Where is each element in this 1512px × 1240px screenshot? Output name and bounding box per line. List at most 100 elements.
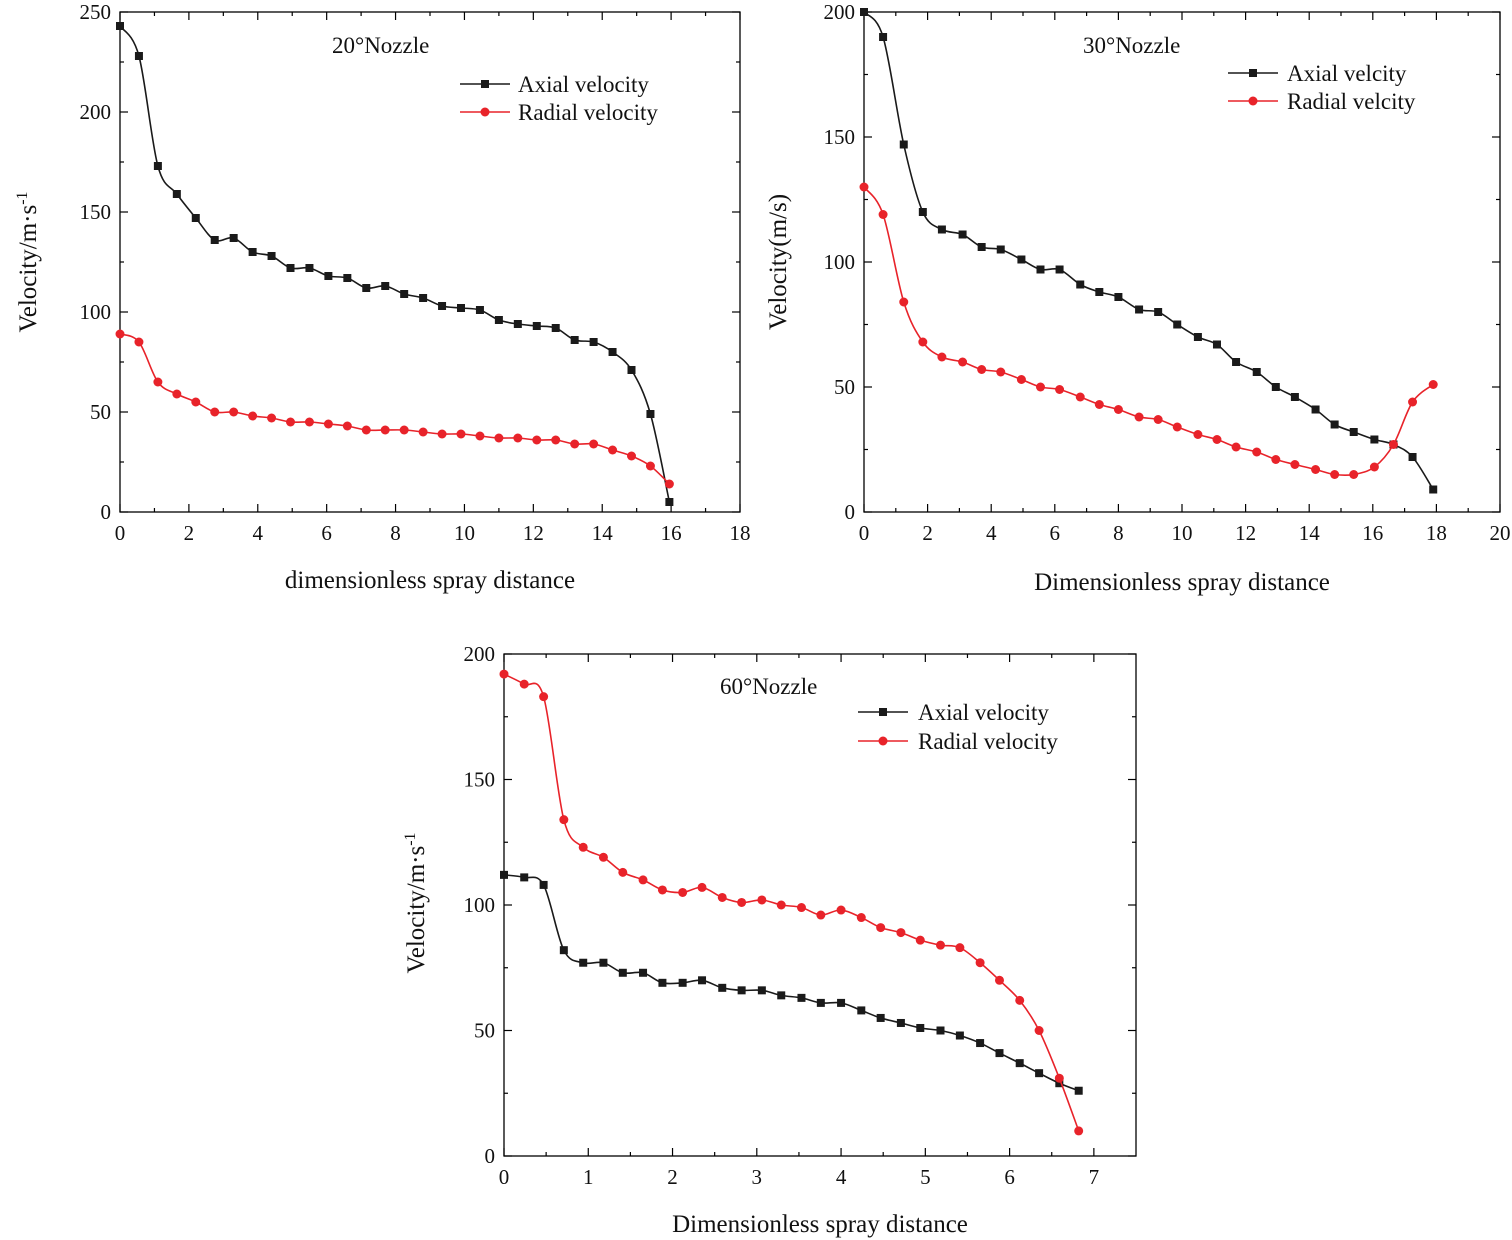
data-point-radial	[570, 439, 580, 449]
data-point-axial	[976, 1039, 985, 1048]
data-point-radial	[1231, 442, 1241, 452]
data-point-axial	[1076, 280, 1085, 289]
x-axis-title: dimensionless spray distance	[285, 567, 575, 594]
data-point-axial	[627, 366, 636, 374]
data-point-axial	[936, 1026, 945, 1035]
y-tick-label: 100	[464, 893, 496, 917]
data-point-radial	[286, 417, 295, 427]
data-point-axial	[937, 225, 946, 234]
data-point-axial	[1015, 1059, 1024, 1068]
data-point-axial	[286, 264, 295, 272]
data-point-axial	[559, 946, 568, 955]
y-axis-title-sup: -1	[402, 832, 419, 845]
data-point-axial	[665, 498, 674, 506]
x-tick-label: 6	[321, 521, 332, 545]
data-point-axial	[134, 52, 143, 60]
legend: Axial velcity Radial velcity	[1228, 61, 1416, 114]
x-tick-label: 6	[1004, 1165, 1015, 1189]
data-point-axial	[457, 304, 465, 312]
data-point-axial	[1055, 1079, 1064, 1088]
data-point-radial	[657, 885, 667, 895]
data-point-axial	[532, 322, 541, 330]
data-point-axial	[419, 294, 428, 302]
data-point-radial	[267, 413, 277, 423]
data-point-axial	[816, 998, 825, 1007]
y-tick-label: 150	[464, 768, 496, 792]
y-tick-label: 150	[80, 200, 112, 224]
data-point-axial	[916, 1023, 925, 1032]
y-tick-label: 150	[824, 125, 856, 149]
data-point-axial	[718, 983, 727, 992]
x-tick-label: 4	[986, 521, 997, 545]
y-tick-label: 200	[824, 0, 856, 24]
data-point-axial	[500, 870, 508, 879]
data-point-radial	[1015, 995, 1025, 1005]
data-point-axial	[658, 978, 667, 987]
x-tick-label: 12	[1235, 521, 1256, 545]
data-point-axial	[229, 234, 238, 242]
x-tick-label: 7	[1089, 1165, 1100, 1189]
data-point-axial	[995, 1049, 1004, 1058]
data-point-axial	[646, 410, 655, 418]
data-point-axial	[1036, 265, 1045, 274]
data-point-axial	[977, 243, 986, 251]
y-axis-title: Velocity/m·s-1	[14, 191, 42, 332]
x-tick-label: 8	[1113, 521, 1124, 545]
data-point-radial	[1408, 397, 1418, 407]
x-tick-label: 3	[752, 1165, 763, 1189]
data-point-axial	[1311, 405, 1320, 414]
data-point-radial	[437, 429, 447, 439]
data-point-axial	[876, 1013, 885, 1022]
y-tick-label: 0	[485, 1144, 496, 1168]
data-point-axial	[698, 976, 707, 985]
data-point-radial	[994, 975, 1004, 985]
y-axis-title: Velocity/m·s-1	[402, 832, 430, 973]
data-point-radial	[172, 389, 182, 399]
data-point-radial	[796, 903, 806, 913]
data-point-axial	[618, 968, 627, 977]
y-axis-title: Velocity(m/s)	[765, 194, 792, 330]
data-point-radial	[1330, 470, 1340, 479]
data-point-axial	[172, 190, 181, 198]
x-tick-label: 4	[253, 521, 264, 545]
series-line-axial	[503, 874, 1079, 1092]
data-point-axial	[362, 284, 371, 292]
data-point-radial	[559, 815, 569, 825]
data-point-axial	[958, 230, 967, 239]
legend-radial-label: Radial velcity	[1287, 89, 1416, 114]
data-point-axial	[1212, 340, 1221, 349]
chart-60-nozzle: 0 50 100 150 200 0 1 2 3 4 5 6 7 60°Nozzle Axial ve…	[402, 642, 1137, 1238]
y-axis-title-text: Velocity(m/s)	[765, 194, 792, 330]
data-point-radial	[678, 887, 688, 897]
x-axis: 0 2 4 6 8 10 12 14 16 18	[115, 12, 751, 545]
data-point-axial	[639, 968, 648, 977]
legend-radial-marker	[1248, 96, 1258, 106]
x-tick-label: 8	[390, 521, 401, 545]
data-point-axial	[1135, 305, 1144, 314]
data-point-axial	[1349, 428, 1358, 436]
data-point-axial	[1330, 420, 1339, 429]
data-point-axial	[191, 214, 200, 222]
data-point-radial	[645, 461, 655, 471]
y-axis: 0 50 100 150 200	[464, 642, 1136, 1168]
data-point-radial	[937, 352, 947, 362]
data-point-radial	[836, 905, 846, 915]
data-point-radial	[578, 842, 588, 852]
data-point-radial	[1035, 382, 1045, 392]
data-point-radial	[896, 928, 906, 938]
y-tick-label: 100	[80, 300, 112, 324]
data-point-radial	[1094, 400, 1104, 409]
legend: Axial velocity Radial velocity	[460, 72, 658, 125]
data-point-axial	[513, 320, 522, 328]
data-point-radial	[532, 435, 542, 445]
data-point-axial	[438, 302, 447, 310]
data-point-radial	[134, 337, 144, 347]
y-tick-label: 200	[80, 100, 112, 124]
data-point-axial	[678, 978, 687, 987]
y-axis-title-text: Velocity/m·s	[403, 846, 430, 974]
data-point-radial	[475, 431, 485, 441]
data-point-radial	[304, 417, 314, 427]
x-tick-label: 14	[1299, 521, 1321, 545]
data-point-axial	[1193, 333, 1202, 341]
